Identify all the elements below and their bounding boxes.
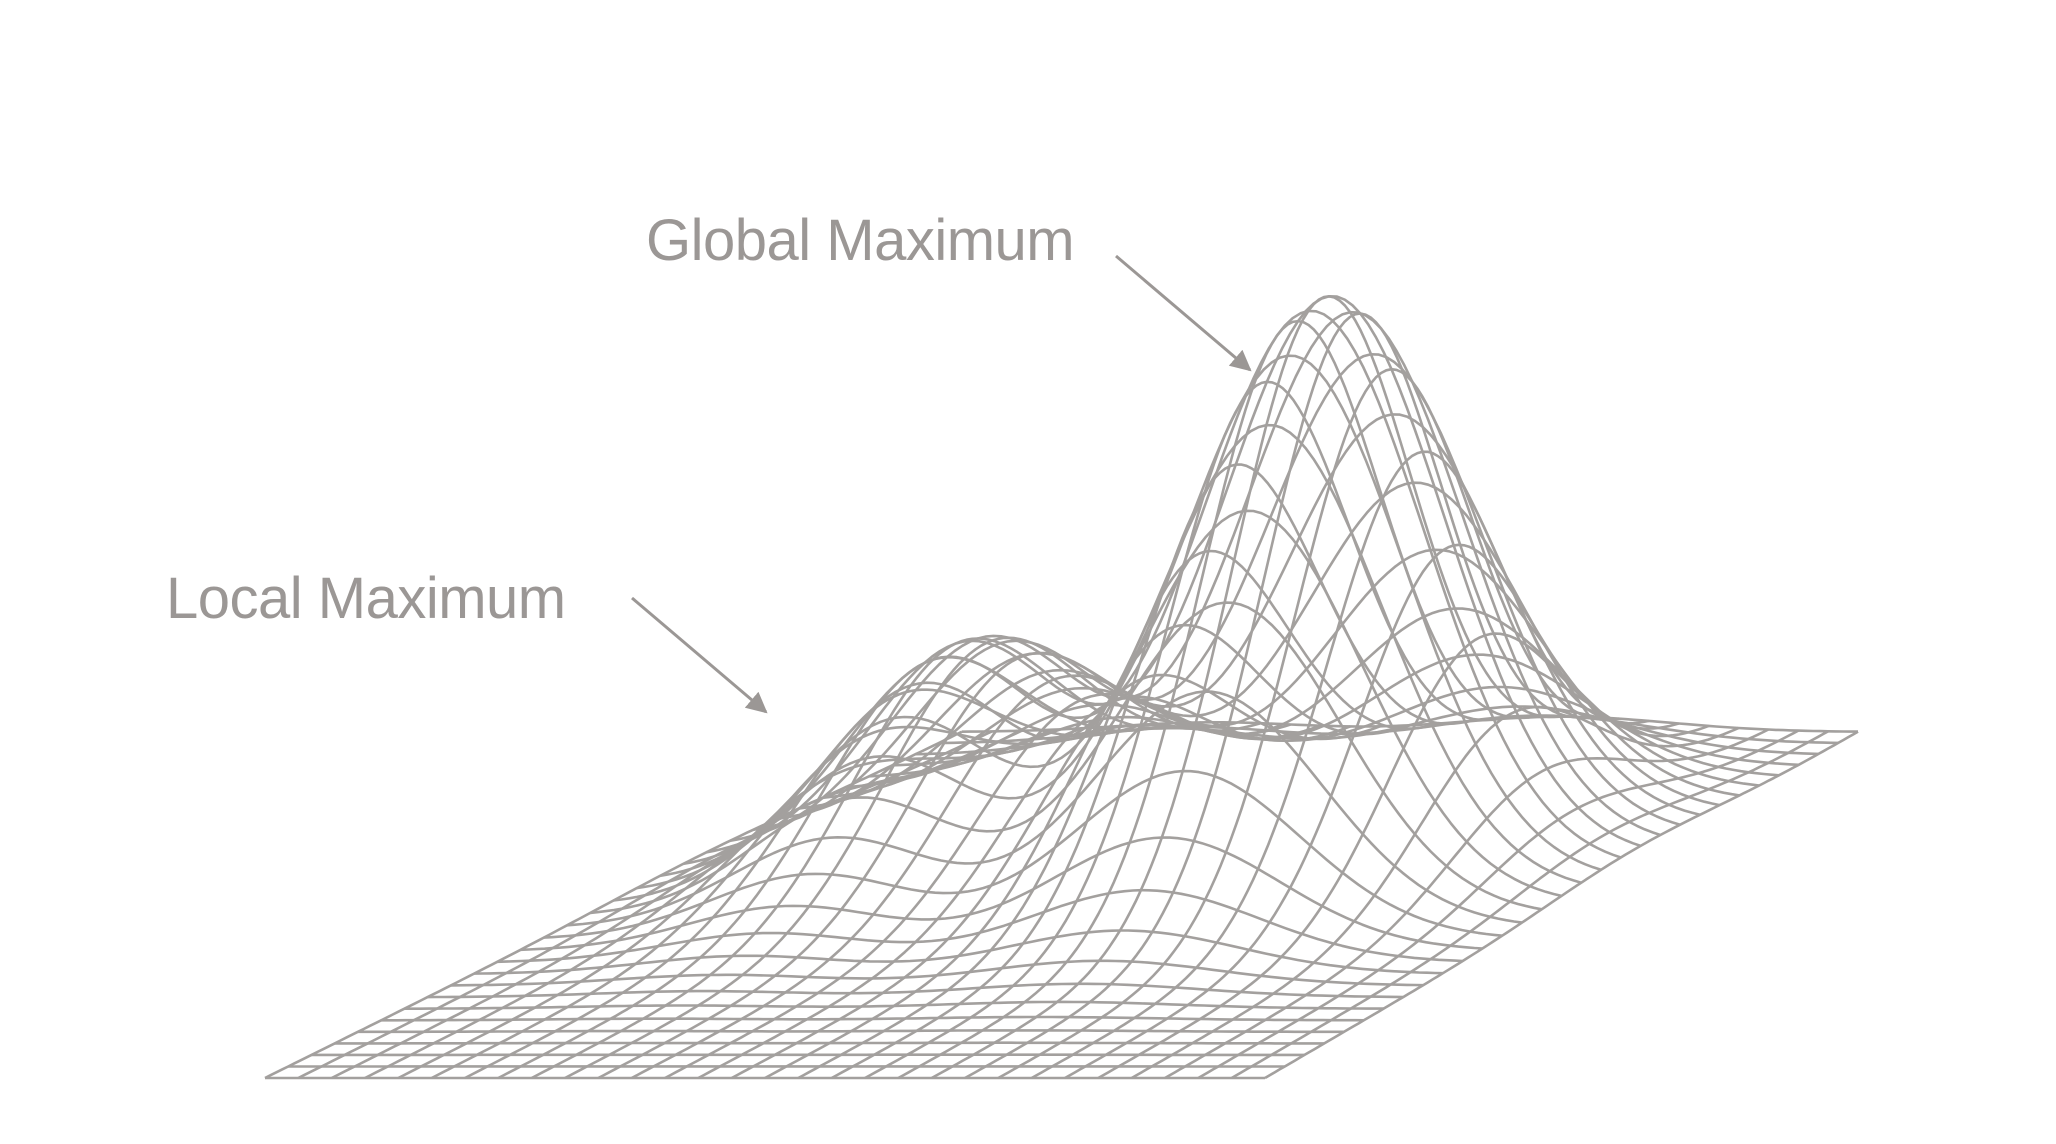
mesh-line-u9 bbox=[564, 636, 1232, 1080]
mesh-line-u16 bbox=[797, 549, 1441, 1080]
mesh-line-u2 bbox=[331, 729, 1023, 1080]
mesh-line-u11 bbox=[631, 674, 1291, 1080]
global-maximum-label: Global Maximum bbox=[646, 208, 1075, 273]
mesh-line-u21 bbox=[964, 312, 1590, 1080]
mesh-line-u27 bbox=[1164, 728, 1769, 1080]
mesh-line-u18 bbox=[864, 380, 1500, 1080]
mesh-line-u20 bbox=[931, 294, 1560, 1080]
mesh-line-u23 bbox=[1031, 450, 1650, 1080]
mesh-line-u12 bbox=[664, 692, 1321, 1080]
mesh-line-u1 bbox=[297, 730, 993, 1080]
mesh-line-u4 bbox=[397, 727, 1082, 1080]
local-maximum-label: Local Maximum bbox=[166, 566, 566, 631]
mesh-line-u17 bbox=[831, 463, 1470, 1080]
local-maximum-arrow bbox=[631, 596, 768, 714]
mesh-line-u0 bbox=[264, 730, 963, 1080]
mesh-line-u10 bbox=[597, 651, 1262, 1080]
mesh-line-u8 bbox=[531, 637, 1202, 1080]
mesh-line-u6 bbox=[464, 688, 1142, 1080]
mesh-line-u19 bbox=[897, 319, 1530, 1080]
surface-mesh bbox=[264, 294, 1859, 1080]
mesh-line-u22 bbox=[997, 367, 1620, 1080]
mesh-line-v8 bbox=[450, 959, 1424, 987]
mesh-line-u13 bbox=[697, 695, 1351, 1080]
mesh-line-u3 bbox=[364, 728, 1053, 1080]
mesh-line-u30 bbox=[1264, 730, 1859, 1080]
mesh-line-u28 bbox=[1197, 729, 1799, 1080]
mesh-line-u14 bbox=[731, 673, 1381, 1080]
global-maximum-arrow bbox=[1115, 254, 1252, 372]
mesh-line-u24 bbox=[1064, 543, 1680, 1080]
mesh-line-u5 bbox=[431, 725, 1112, 1080]
mesh-line-u25 bbox=[1097, 632, 1710, 1080]
mesh-line-u29 bbox=[1231, 730, 1829, 1080]
mesh-line-u15 bbox=[764, 623, 1411, 1080]
mesh-line-u26 bbox=[1131, 705, 1740, 1080]
